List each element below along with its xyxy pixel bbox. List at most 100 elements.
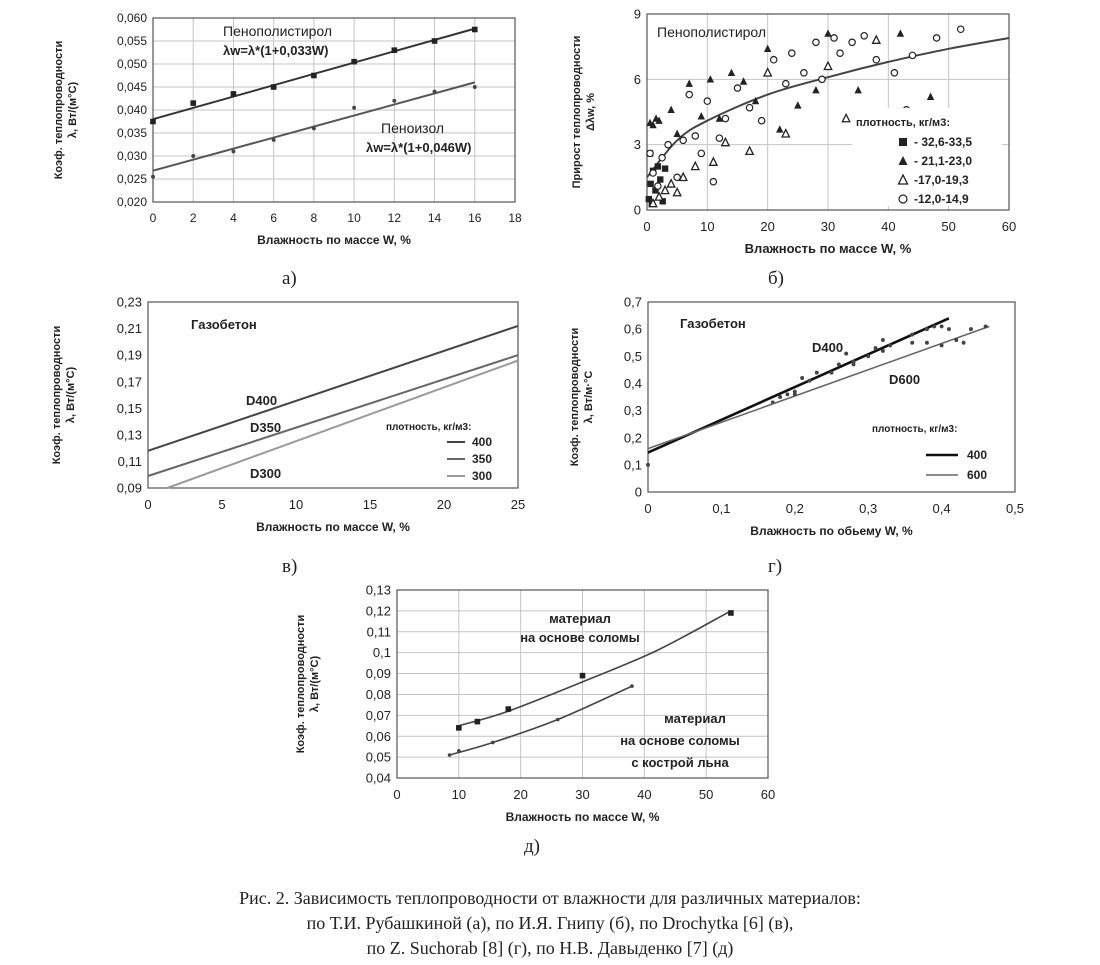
data-point-series-3 <box>841 112 851 123</box>
data-point-series-4 <box>757 116 766 125</box>
data-point-600 <box>969 327 973 332</box>
plot-area-border <box>396 589 769 779</box>
chart-title: Газобетон <box>191 317 257 332</box>
legend-label: 300 <box>472 469 492 483</box>
data-point-series-2 <box>739 77 748 85</box>
data-point-400 <box>932 324 937 329</box>
data-point-series-1 <box>645 195 653 203</box>
x-tick-label: 0,2 <box>786 501 804 516</box>
x-tick-label: 10 <box>347 211 361 225</box>
x-tick-label: 16 <box>468 211 482 225</box>
data-point-series-4 <box>818 75 826 84</box>
x-tick-label: 0,1 <box>712 501 730 516</box>
data-point-600 <box>792 392 797 397</box>
x-tick-label: 0,4 <box>933 501 951 516</box>
chart-title: Газобетон <box>680 316 746 331</box>
data-point-series-3 <box>781 128 791 138</box>
data-point-series-3 <box>720 136 731 147</box>
data-point-penoizol <box>191 154 196 158</box>
y-tick-label: 0,020 <box>117 195 147 209</box>
legend-background <box>852 108 1002 206</box>
x-tick-label: 0 <box>643 219 650 234</box>
data-point-penopolistirol <box>150 118 156 125</box>
x-tick-label: 8 <box>311 211 318 225</box>
data-point-series-3 <box>744 145 755 156</box>
y-tick-label: 0,2 <box>624 430 642 445</box>
curve-label-d350: D350 <box>250 420 281 435</box>
y-tick-label: 0,04 <box>366 771 391 786</box>
data-point-penoizol <box>271 137 276 142</box>
legend-label: 350 <box>472 452 492 466</box>
x-tick-label: 0 <box>393 787 400 802</box>
data-point-series-4 <box>673 173 681 182</box>
x-tick-label: 0,5 <box>1006 501 1024 516</box>
data-point-series-4 <box>709 177 718 186</box>
x-tick-label: 0,3 <box>859 501 877 516</box>
y-tick-label: 0 <box>634 203 641 218</box>
legend-title: плотность, кг/м3: <box>856 117 950 129</box>
data-point-series-3 <box>762 67 773 77</box>
data-point-series-4 <box>848 38 856 47</box>
legend-marker <box>898 156 908 165</box>
data-point-600 <box>778 395 783 399</box>
y-axis-label: Прирост теплопроводности <box>571 36 583 189</box>
data-point-series-4 <box>733 84 742 92</box>
data-point-series-2 <box>824 29 832 37</box>
panel-label-a: а) <box>282 268 297 289</box>
data-point-series-4 <box>703 97 712 105</box>
y-tick-label: 0,07 <box>366 708 391 723</box>
x-tick-label: 0 <box>150 211 157 225</box>
data-point-series-3 <box>871 34 882 44</box>
x-tick-label: 15 <box>363 497 377 512</box>
y-tick-label: 0,06 <box>366 729 391 744</box>
annotation-straw-line-1: материал <box>549 611 611 626</box>
y-tick-label: 0,15 <box>117 401 142 416</box>
x-tick-label: 50 <box>941 219 955 234</box>
legend-marker <box>898 194 908 204</box>
data-point-penopolistirol <box>471 26 478 33</box>
data-point-series-3 <box>648 197 658 208</box>
data-point-penoizol <box>352 105 357 110</box>
y-tick-label: 0,050 <box>117 57 147 71</box>
data-point-400 <box>888 343 893 348</box>
data-point-series-4 <box>649 169 657 177</box>
data-point-series-2 <box>667 105 675 114</box>
annotation-penopolistirol-name: Пенополистирол <box>223 23 332 39</box>
data-point-400 <box>792 389 797 394</box>
y-tick-label: 0,17 <box>117 374 142 389</box>
x-tick-label: 60 <box>761 787 775 802</box>
y-axis-label: Коэф. теплопроводности <box>295 615 307 754</box>
data-point-penoizol <box>231 149 236 154</box>
data-point-penopolistirol <box>190 100 197 106</box>
data-point-series-2 <box>673 129 681 137</box>
chart-a-svg: 0 2 4 6 8 10 12 14 16 18 0,020 0,025 0,030 0,035 0,040… <box>53 11 522 247</box>
annotation-straw-line-2: на основе соломы <box>520 630 640 645</box>
y-tick-label: 0,5 <box>624 349 642 364</box>
y-tick-label: 0,11 <box>118 454 142 469</box>
y-tick-label: 0,6 <box>624 322 642 337</box>
y-tick-label: 0,045 <box>117 80 147 94</box>
data-point-series-2 <box>751 96 760 105</box>
data-point-600 <box>939 343 944 348</box>
data-point-series-4 <box>872 55 881 64</box>
data-point-series-4 <box>830 34 838 42</box>
data-point-series-2 <box>685 79 693 87</box>
data-point-series-1 <box>505 706 512 712</box>
data-point-series-4 <box>679 136 688 145</box>
legend-label: 400 <box>472 435 492 449</box>
y-tick-label: 0,19 <box>117 348 142 363</box>
plot-area-border <box>152 17 516 203</box>
y-tick-label: 0,055 <box>117 34 147 48</box>
legend-label: -12,0-14,9 <box>914 192 969 206</box>
y-tick-label: 0,21 <box>117 321 142 336</box>
y-tick-label: 0,035 <box>117 126 147 140</box>
data-point-series-2 <box>763 44 772 53</box>
y-tick-label: 0,05 <box>366 750 391 765</box>
data-point-penoizol <box>151 174 155 179</box>
y-tick-label: 0,7 <box>624 295 642 310</box>
legend-label: - 21,1-23,0 <box>914 154 972 168</box>
chart-c-svg: 0 5 10 15 20 25 0,09 0,11 0,13 0,15 0,17 0,19 0,21 0,… <box>51 295 525 534</box>
data-point-series-3 <box>708 156 719 166</box>
legend-marker <box>899 138 907 146</box>
data-point-series-2 <box>715 114 724 122</box>
